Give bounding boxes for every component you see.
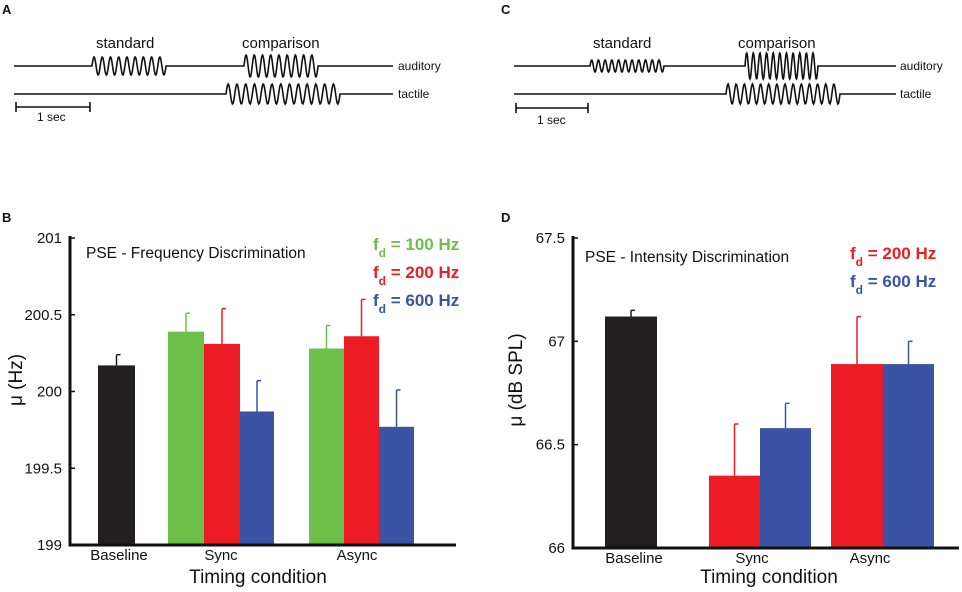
- panel-b-category-label: Sync: [204, 547, 238, 564]
- panel-b-label: B: [2, 210, 11, 225]
- panel-c-waveforms: [514, 50, 896, 113]
- panel-d-category-label: Async: [850, 550, 891, 567]
- panel-d-y-axis-title: μ (dB SPL): [506, 333, 527, 426]
- panel-b-bar-sync-200hz: [204, 343, 240, 545]
- panel-c-scale-label: 1 sec: [537, 113, 566, 127]
- panel-b-ytick-label: 200.5: [24, 307, 62, 324]
- panel-d-legend-entry: fd = 200 Hz: [850, 244, 936, 269]
- panel-b-chart-title: PSE - Frequency Discrimination: [86, 245, 306, 262]
- panel-b-category-label: Async: [337, 547, 378, 564]
- panel-b-chart: B 199 199.5 200 200.5 201 Baseline Sync Async Ti…: [2, 210, 459, 588]
- panel-c-comparison-label: comparison: [738, 35, 816, 52]
- panel-c-tactile-label: tactile: [900, 87, 932, 101]
- panel-b-bar-async-600hz: [379, 426, 414, 545]
- panel-b-bar-sync-600hz: [240, 411, 274, 545]
- panel-b-bar-async-200hz: [344, 336, 379, 545]
- panel-b-bar-async-100hz: [309, 348, 344, 545]
- panel-b-bar-baseline-baseline: [98, 365, 135, 545]
- panel-d-bar-async-200hz: [831, 364, 883, 548]
- panel-b-y-axis-title: μ (Hz): [6, 354, 27, 406]
- panel-c-tactile-waveform: [514, 82, 896, 106]
- panel-d-ytick-label: 66: [548, 540, 565, 557]
- panel-b-legend-entry: fd = 200 Hz: [373, 263, 459, 288]
- panel-d-label: D: [501, 210, 510, 225]
- panel-d-bar-baseline-baseline: [605, 316, 657, 548]
- panel-d-ytick-label: 67: [548, 333, 565, 350]
- panel-b-ytick-label: 200: [37, 384, 62, 401]
- panel-b-ytick-label: 201: [37, 230, 62, 247]
- panel-c-auditory-label: auditory: [900, 59, 943, 73]
- panel-d-bar-sync-600hz: [760, 428, 811, 548]
- panel-a-waveforms: [14, 53, 393, 112]
- panel-d-x-axis-title: Timing condition: [700, 567, 838, 588]
- panel-a-auditory-waveform: [14, 53, 393, 79]
- panel-a-standard-label: standard: [96, 35, 154, 52]
- panel-a: A standard comparison auditory tactile 1…: [2, 2, 441, 124]
- panel-b-legend-entry: fd = 100 Hz: [373, 235, 459, 260]
- panel-b-x-axis-title: Timing condition: [189, 567, 327, 588]
- panel-a-auditory-label: auditory: [398, 59, 441, 73]
- panel-b-legend-entry: fd = 600 Hz: [373, 291, 459, 316]
- panel-d-legend-entry: fd = 600 Hz: [850, 272, 936, 297]
- panel-c: C standard comparison auditory tactile 1…: [501, 2, 943, 127]
- panel-a-tactile-label: tactile: [398, 87, 430, 101]
- panel-b-ytick-label: 199: [37, 537, 62, 554]
- panel-d-ytick-label: 66.5: [536, 437, 565, 454]
- panel-c-auditory-waveform: [514, 50, 896, 82]
- panel-a-label: A: [2, 2, 12, 17]
- panel-a-tactile-waveform: [14, 82, 393, 106]
- panel-a-scale-label: 1 sec: [37, 110, 66, 124]
- panel-d-bar-async-600hz: [883, 364, 934, 548]
- panel-c-label: C: [501, 2, 511, 17]
- panel-a-scale-bar: [15, 102, 91, 112]
- panel-d-bar-sync-200hz: [709, 475, 760, 548]
- panel-b-bar-sync-100hz: [168, 331, 204, 545]
- panel-b-ytick-label: 199.5: [24, 460, 62, 477]
- panel-b-category-label: Baseline: [90, 547, 148, 564]
- panel-d-chart-title: PSE - Intensity Discrimination: [585, 249, 789, 266]
- panel-d-chart: D 66 66.5 67 67.5 Baseline Sync Async Timing co…: [501, 210, 959, 588]
- panel-c-scale-bar: [515, 103, 589, 113]
- panel-d-category-label: Sync: [735, 550, 769, 567]
- panel-d-category-label: Baseline: [605, 550, 663, 567]
- panel-d-ytick-label: 67.5: [536, 230, 565, 247]
- panel-a-comparison-label: comparison: [242, 35, 320, 52]
- panel-c-standard-label: standard: [593, 35, 651, 52]
